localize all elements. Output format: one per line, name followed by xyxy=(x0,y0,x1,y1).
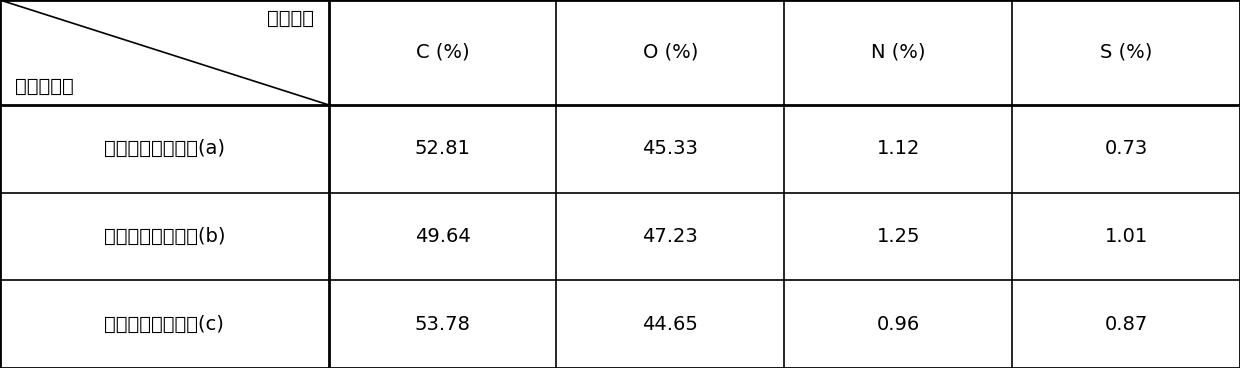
Text: 元素种类: 元素种类 xyxy=(267,9,314,28)
Text: 47.23: 47.23 xyxy=(642,227,698,246)
Text: 重金属离子吸附剂(a): 重金属离子吸附剂(a) xyxy=(104,139,224,158)
Text: 52.81: 52.81 xyxy=(414,139,470,158)
Text: 53.78: 53.78 xyxy=(414,315,470,334)
Text: 重金属离子吸附剂(b): 重金属离子吸附剂(b) xyxy=(104,227,224,246)
Text: 重金属离子吸附剂(c): 重金属离子吸附剂(c) xyxy=(104,315,224,334)
Text: 0.73: 0.73 xyxy=(1105,139,1148,158)
Text: 1.12: 1.12 xyxy=(877,139,920,158)
Text: 1.25: 1.25 xyxy=(877,227,920,246)
Text: 1.01: 1.01 xyxy=(1105,227,1148,246)
Text: 0.96: 0.96 xyxy=(877,315,920,334)
Text: 45.33: 45.33 xyxy=(642,139,698,158)
Text: 49.64: 49.64 xyxy=(414,227,470,246)
Text: 44.65: 44.65 xyxy=(642,315,698,334)
Text: O (%): O (%) xyxy=(642,43,698,62)
Text: 0.87: 0.87 xyxy=(1105,315,1148,334)
Text: S (%): S (%) xyxy=(1100,43,1152,62)
Text: 吸附剂种类: 吸附剂种类 xyxy=(15,77,73,96)
Text: C (%): C (%) xyxy=(415,43,469,62)
Text: N (%): N (%) xyxy=(870,43,925,62)
